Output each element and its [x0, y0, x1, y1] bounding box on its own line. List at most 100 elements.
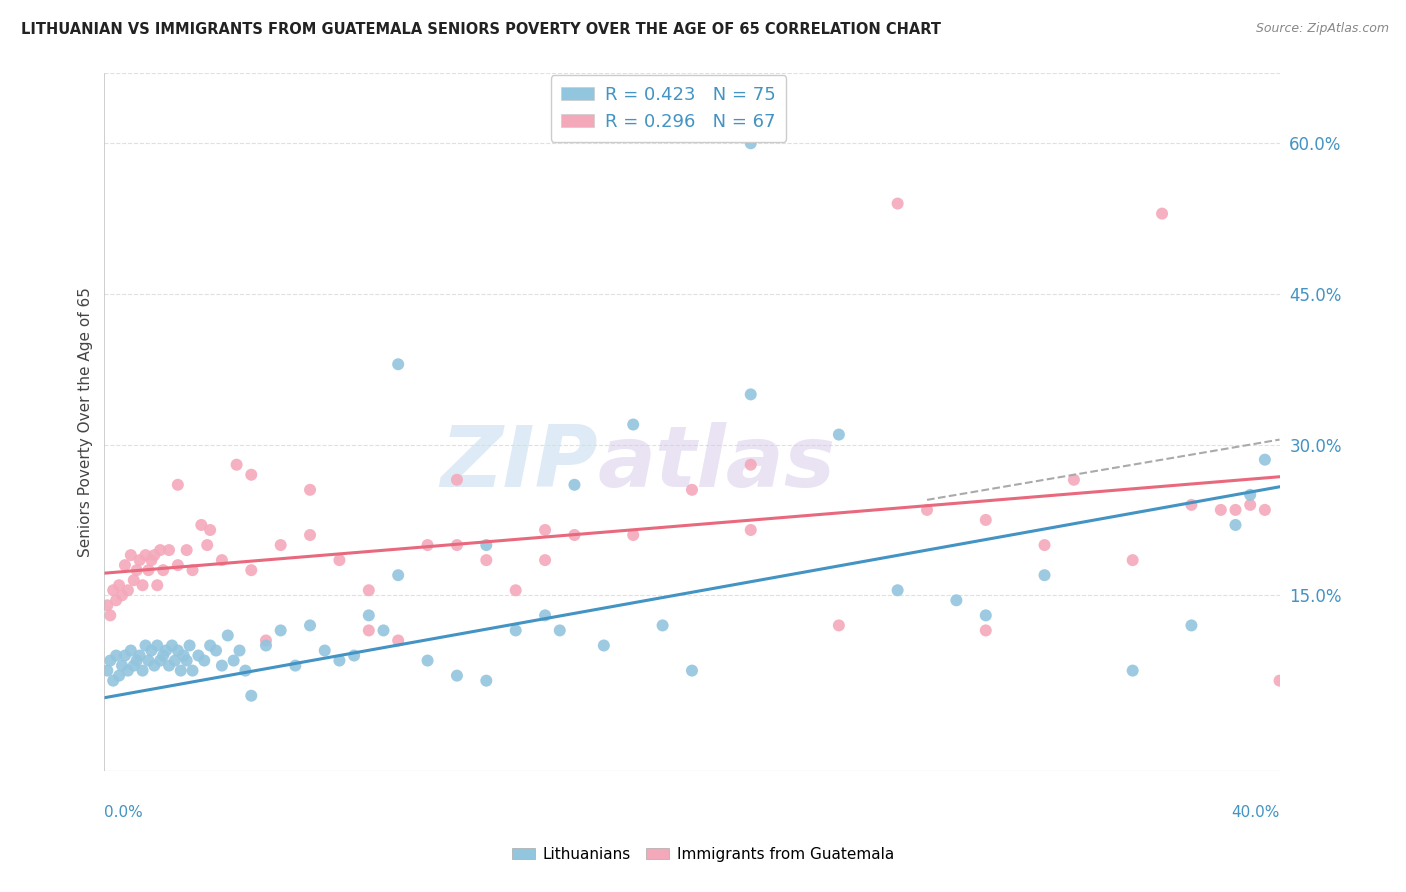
Point: [96, 664, 118, 678]
Point: [548, 624, 571, 638]
Point: [108, 578, 131, 592]
Point: [198, 523, 221, 537]
Point: [125, 563, 148, 577]
Point: [114, 558, 136, 573]
Point: [886, 196, 908, 211]
Point: [228, 643, 250, 657]
Point: [105, 648, 128, 663]
Point: [149, 543, 172, 558]
Point: [446, 668, 468, 682]
Point: [915, 503, 938, 517]
Point: [621, 528, 644, 542]
Point: [1239, 488, 1261, 502]
Point: [149, 654, 172, 668]
Point: [120, 643, 142, 657]
Point: [270, 538, 292, 552]
Point: [740, 458, 762, 472]
Point: [828, 618, 851, 632]
Point: [328, 654, 350, 668]
Point: [205, 643, 228, 657]
Text: atlas: atlas: [598, 423, 837, 506]
Point: [235, 664, 257, 678]
Point: [1180, 498, 1202, 512]
Point: [886, 583, 908, 598]
Point: [217, 628, 239, 642]
Point: [128, 648, 150, 663]
Point: [314, 643, 336, 657]
Point: [122, 658, 145, 673]
Point: [681, 483, 703, 497]
Point: [143, 548, 166, 562]
Point: [117, 664, 139, 678]
Point: [475, 538, 498, 552]
Point: [240, 689, 263, 703]
Point: [157, 658, 180, 673]
Point: [157, 543, 180, 558]
Point: [299, 528, 322, 542]
Point: [740, 136, 762, 151]
Point: [170, 664, 193, 678]
Point: [152, 648, 174, 663]
Point: [108, 668, 131, 682]
Point: [181, 664, 204, 678]
Point: [1254, 503, 1277, 517]
Point: [564, 528, 586, 542]
Point: [564, 477, 586, 491]
Point: [240, 563, 263, 577]
Point: [1122, 553, 1144, 567]
Point: [160, 639, 183, 653]
Point: [1122, 664, 1144, 678]
Point: [1033, 568, 1056, 582]
Point: [141, 643, 163, 657]
Point: [974, 513, 997, 527]
Point: [122, 573, 145, 587]
Point: [416, 538, 439, 552]
Point: [1268, 673, 1291, 688]
Point: [195, 538, 218, 552]
Point: [299, 618, 322, 632]
Y-axis label: Seniors Poverty Over the Age of 65: Seniors Poverty Over the Age of 65: [79, 287, 93, 557]
Point: [592, 639, 614, 653]
Point: [387, 357, 409, 371]
Text: ZIP: ZIP: [440, 423, 598, 506]
Point: [475, 673, 498, 688]
Text: 0.0%: 0.0%: [104, 805, 143, 820]
Point: [138, 563, 160, 577]
Point: [131, 578, 153, 592]
Point: [357, 608, 380, 623]
Point: [534, 523, 557, 537]
Point: [651, 618, 673, 632]
Point: [181, 563, 204, 577]
Point: [176, 543, 198, 558]
Point: [1180, 618, 1202, 632]
Point: [740, 387, 762, 401]
Legend: Lithuanians, Immigrants from Guatemala: Lithuanians, Immigrants from Guatemala: [506, 841, 900, 868]
Point: [505, 583, 527, 598]
Point: [1033, 538, 1056, 552]
Point: [357, 583, 380, 598]
Point: [166, 643, 188, 657]
Point: [416, 654, 439, 668]
Point: [1225, 518, 1247, 533]
Point: [120, 548, 142, 562]
Point: [103, 673, 125, 688]
Point: [146, 578, 169, 592]
Point: [179, 639, 201, 653]
Point: [1063, 473, 1085, 487]
Point: [222, 654, 245, 668]
Point: [974, 624, 997, 638]
Point: [534, 553, 557, 567]
Point: [299, 483, 322, 497]
Point: [117, 583, 139, 598]
Text: 40.0%: 40.0%: [1232, 805, 1279, 820]
Point: [446, 473, 468, 487]
Point: [152, 563, 174, 577]
Point: [173, 648, 195, 663]
Point: [1209, 503, 1232, 517]
Point: [125, 654, 148, 668]
Text: LITHUANIAN VS IMMIGRANTS FROM GUATEMALA SENIORS POVERTY OVER THE AGE OF 65 CORRE: LITHUANIAN VS IMMIGRANTS FROM GUATEMALA …: [21, 22, 941, 37]
Point: [740, 523, 762, 537]
Point: [828, 427, 851, 442]
Point: [1254, 452, 1277, 467]
Point: [254, 633, 277, 648]
